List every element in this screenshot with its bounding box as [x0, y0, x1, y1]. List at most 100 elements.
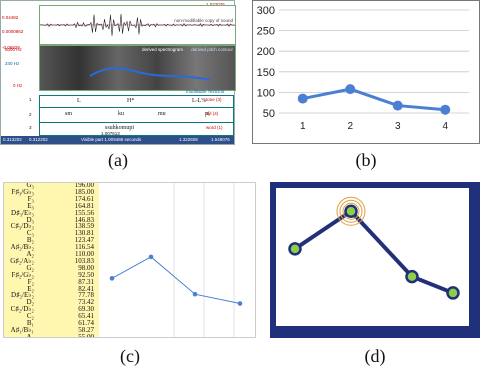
note-name-cell[interactable]: C₂: [26, 312, 34, 321]
tier-name: tone (3): [206, 97, 222, 102]
frequency-cell[interactable]: 61.74: [78, 319, 94, 327]
tier-word[interactable]: ssuhkomupi: [39, 122, 234, 136]
note-name-cell[interactable]: D♯₂/E♭₂: [11, 291, 34, 300]
note-name-cell[interactable]: A₂: [26, 250, 35, 258]
sheet-series-line: [111, 256, 241, 305]
frequency-cell[interactable]: 77.78: [78, 291, 94, 300]
interactive-drawing-panel: [270, 182, 480, 338]
drawing-canvas[interactable]: [276, 188, 469, 326]
note-name-cell[interactable]: F₃: [27, 194, 34, 203]
data-point: [440, 104, 451, 115]
tone-mark: L: [77, 98, 81, 104]
frequency-cell[interactable]: 185.00: [74, 187, 94, 196]
bottom-right-time: 1.322608: [179, 137, 198, 142]
frequency-cell[interactable]: 58.27: [78, 325, 94, 334]
note-name-cell[interactable]: A♯₂/B♭₂: [10, 243, 34, 252]
bottom-right-time-2: 1.549076: [211, 137, 230, 142]
frequency-cell[interactable]: 146.83: [74, 215, 94, 224]
visible-part-label: Visible part 1.009486 seconds: [81, 137, 142, 142]
note-name-cell[interactable]: E₂: [27, 284, 34, 293]
waveform-svg: [39, 13, 236, 36]
sheet-data-point: [109, 276, 115, 281]
frequency-cell[interactable]: 155.56: [74, 208, 94, 217]
x-tick-label: 4: [442, 121, 448, 132]
note-name-cell[interactable]: G₃: [26, 182, 35, 189]
tone-mark: H*: [127, 98, 135, 104]
note-name-cell[interactable]: G♯₂/A♭₂: [10, 256, 34, 265]
data-point: [392, 100, 403, 111]
note-name-cell[interactable]: A♯₁/B♭₁: [10, 325, 34, 334]
series-line: [302, 87, 446, 112]
wave-mid-value: 0.0000862: [2, 29, 24, 34]
spec-top-label: 5000 Hz: [5, 47, 22, 52]
note-name-cell[interactable]: B₂: [26, 236, 34, 245]
spreadsheet-panel: G₃ 196.00 F♯₃/G♭₃ 185.00 F₃ 174.61 E₃ 164.81 D♯₃…: [3, 182, 256, 338]
note-name-cell[interactable]: C₃: [26, 229, 34, 238]
spectrogram-view[interactable]: derived spectrogram derived pitch contou…: [39, 45, 236, 91]
note-name-cell[interactable]: B₁: [26, 319, 34, 327]
caption-c: (c): [120, 346, 140, 366]
frequency-cell[interactable]: 82.41: [78, 284, 94, 293]
pitch-contour-line: [89, 67, 211, 81]
note-name-cell[interactable]: G₂: [26, 263, 35, 272]
frequency-cell[interactable]: 103.83: [74, 256, 94, 265]
waveform-trace: [39, 13, 236, 36]
tone-mark: L-L%: [192, 98, 207, 104]
draggable-point-handle[interactable]: [288, 242, 302, 256]
note-name-cell[interactable]: F♯₂/G♭₂: [11, 270, 34, 279]
sheet-data-point: [148, 254, 154, 260]
frequency-cell[interactable]: 87.31: [78, 277, 94, 286]
pitch-contour-svg: [89, 67, 211, 81]
bottom-left-time-2: 0.312202: [29, 137, 48, 142]
frequency-cell[interactable]: 65.41: [78, 312, 94, 321]
note-name-cell[interactable]: E₃: [27, 201, 34, 210]
tier-index: 2: [29, 112, 32, 117]
note-name-cell[interactable]: F♯₃/G♭₃: [11, 187, 34, 196]
frequency-cell[interactable]: 116.54: [75, 243, 94, 252]
frequency-cell[interactable]: 130.81: [74, 229, 94, 238]
x-tick-label: 3: [395, 121, 401, 132]
drawing-svg: [288, 196, 460, 300]
spreadsheet-chart-svg: [109, 183, 243, 337]
spec-note-left: derived spectrogram: [141, 47, 183, 52]
frequency-cell[interactable]: 73.42: [78, 298, 94, 307]
tier-right-label: modifiable TextGrid: [186, 89, 225, 94]
time-marker: 1.007613: [101, 131, 120, 136]
y-tick-label: 300: [257, 5, 275, 17]
frequency-cell[interactable]: 138.59: [74, 222, 94, 231]
frequency-cell[interactable]: 69.30: [78, 305, 94, 314]
y-tick-label: 100: [257, 87, 275, 99]
drag-highlight-ring: [342, 202, 360, 220]
tier-index: 3: [29, 125, 32, 130]
syllable-segment: sm: [65, 111, 73, 117]
frequency-cell[interactable]: 123.47: [74, 236, 94, 245]
frequency-cell[interactable]: 55.00: [78, 332, 94, 338]
frequency-cell[interactable]: 98.00: [78, 263, 94, 272]
tier-syllable[interactable]: sm ku mu pi: [39, 107, 234, 123]
sheet-data-point: [237, 301, 243, 306]
caption-d: (d): [364, 346, 386, 366]
note-name-cell[interactable]: C♯₃/D♭₃: [10, 222, 34, 231]
note-name-cell[interactable]: D₂: [26, 298, 35, 307]
frequency-cell[interactable]: 196.00: [74, 182, 94, 189]
tier-name: word (1): [206, 125, 223, 130]
frequency-table-column: [4, 183, 99, 337]
waveform-view[interactable]: non-modifiable copy of sound: [39, 5, 236, 45]
wave-top-value: 0.04482: [2, 15, 19, 20]
frequency-cell[interactable]: 164.81: [74, 201, 94, 210]
frequency-cell[interactable]: 174.61: [74, 194, 94, 203]
frequency-cell[interactable]: 110.00: [75, 250, 94, 258]
x-tick-label: 1: [300, 121, 306, 132]
note-name-cell[interactable]: A₁: [26, 332, 35, 338]
note-name-cell[interactable]: D₃: [26, 215, 35, 224]
praat-editor-panel: 0.04482 0.0000862 -0.06929 1.022075 non-…: [0, 0, 236, 145]
bottom-left-time: 0.313202: [3, 137, 22, 142]
draggable-point-handle[interactable]: [405, 269, 419, 284]
note-name-cell[interactable]: D♯₃/E♭₃: [11, 208, 34, 217]
frequency-cell[interactable]: 92.50: [78, 270, 94, 279]
note-name-cell[interactable]: F₂: [27, 277, 34, 286]
draggable-point-handle[interactable]: [446, 286, 460, 300]
note-name-cell[interactable]: C♯₂/D♭₂: [10, 305, 34, 314]
sheet-data-point: [192, 291, 198, 297]
draggable-point-handle[interactable]: [344, 204, 358, 219]
